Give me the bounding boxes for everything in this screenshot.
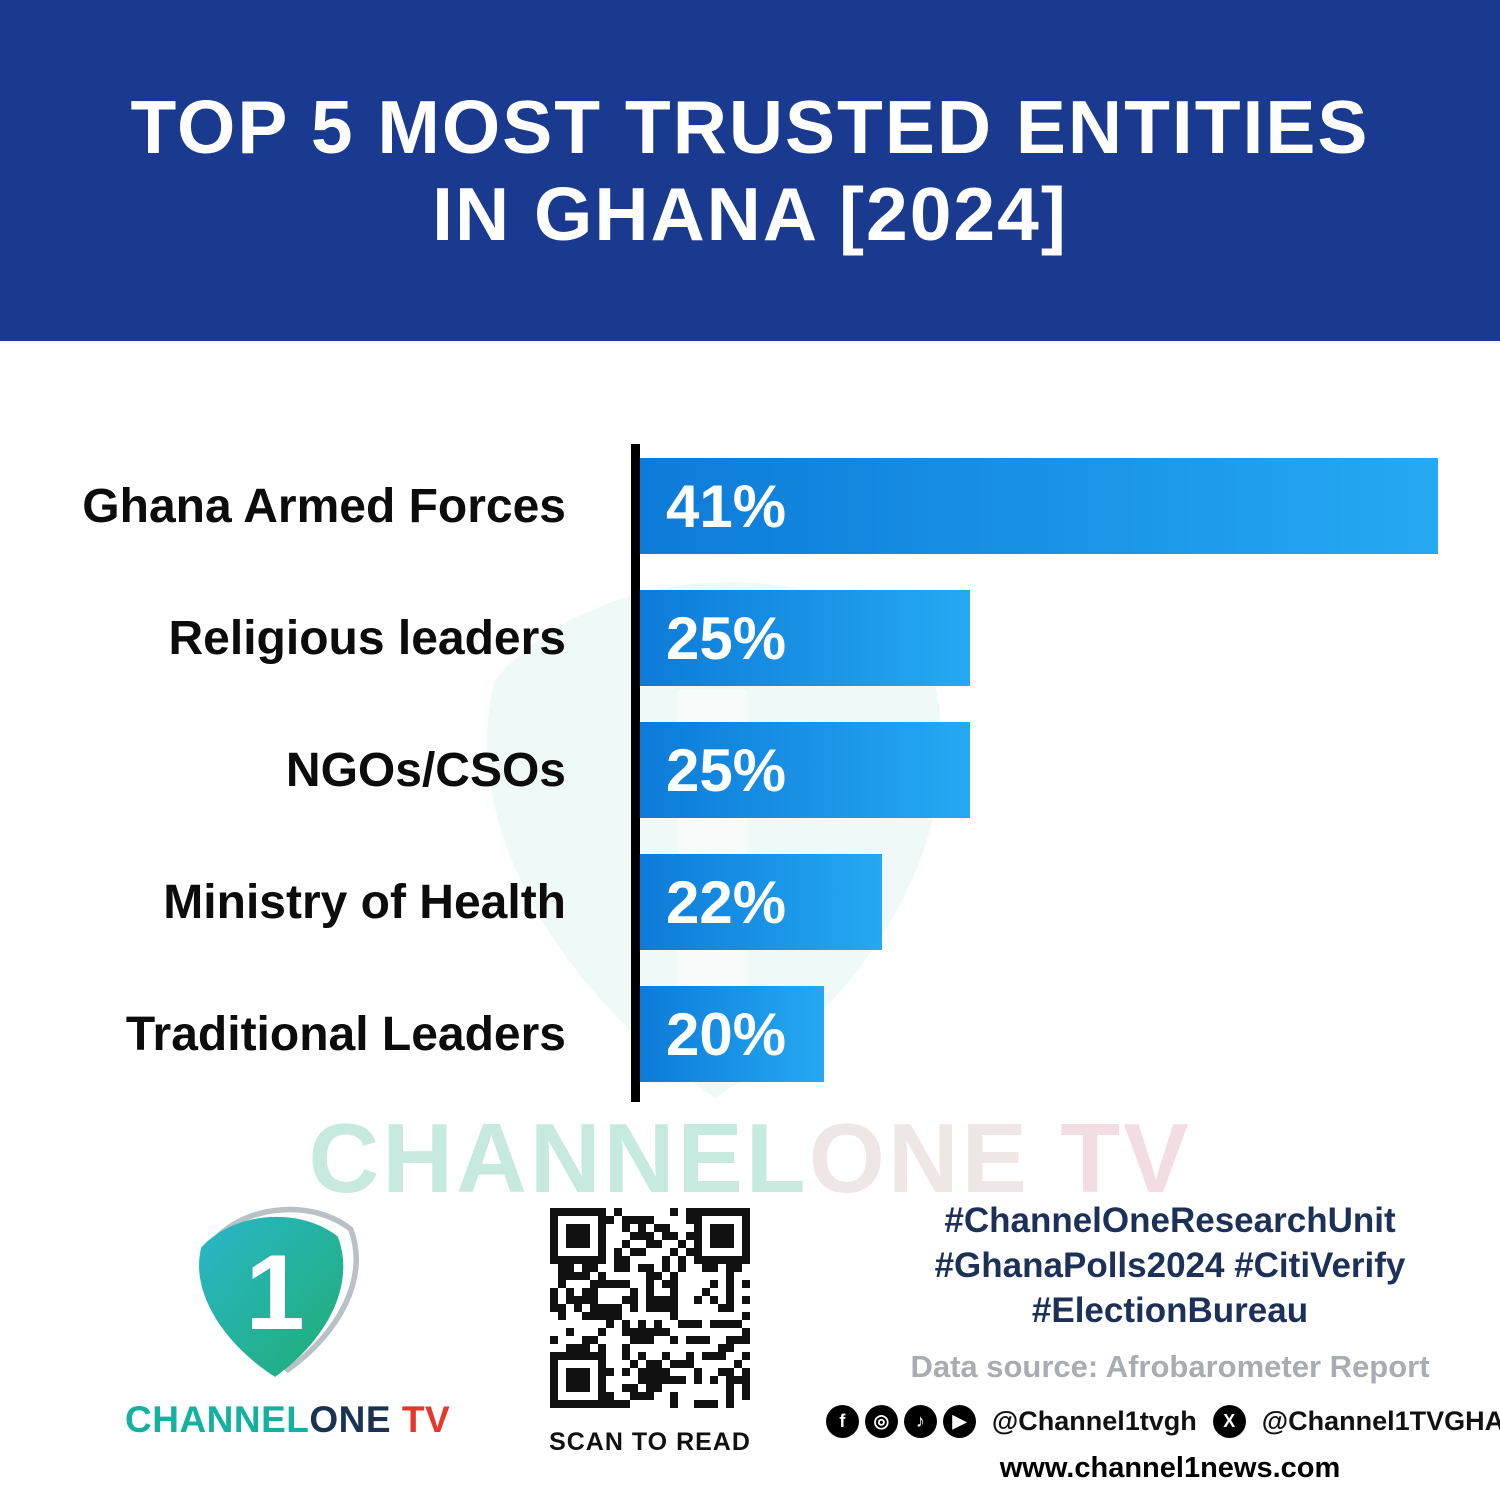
logo-word-tv: TV — [391, 1399, 451, 1440]
logo-word-one: ONE — [309, 1399, 392, 1440]
channel-one-logo-mark: 1 — [199, 1206, 359, 1377]
trust-bar-chart: Ghana Armed Forces 41% Religious leaders… — [0, 444, 1500, 1118]
bar-ngos-csos: 25% — [640, 722, 971, 818]
hashtag-line1: #ChannelOneResearchUnit — [944, 1201, 1396, 1240]
category-label: NGOs/CSOs — [285, 743, 566, 797]
website-url: www.channel1news.com — [999, 1452, 1341, 1484]
bar-track: 20% — [640, 986, 1438, 1082]
hashtag-line2: #GhanaPolls2024 #CitiVerify — [934, 1246, 1406, 1285]
category-label: Religious leaders — [168, 611, 566, 665]
watermark-part1: CHANNEL — [308, 1103, 809, 1213]
logo-word-channel: CHANNEL — [125, 1399, 310, 1440]
logo-numeral: 1 — [245, 1232, 305, 1352]
page-title-line2: IN GHANA [2024] — [432, 171, 1068, 256]
bar-row: Ghana Armed Forces 41% — [0, 458, 1500, 554]
value-label: 41% — [666, 472, 787, 540]
bar-track: 22% — [640, 854, 1438, 950]
bar-track: 25% — [640, 590, 1438, 686]
bar-traditional-leaders: 20% — [640, 986, 825, 1082]
social-row: f ◎ ♪ ▶ @Channel1tvgh X @Channel1TVGHA — [825, 1405, 1500, 1438]
category-label: Ministry of Health — [163, 875, 566, 929]
social-handle-x: @Channel1TVGHA — [1261, 1406, 1500, 1436]
channel-watermark-text: CHANNELONE TV — [0, 1102, 1500, 1215]
bar-track: 25% — [640, 722, 1438, 818]
hashtag-line3: #ElectionBureau — [1031, 1291, 1309, 1330]
bar-ministry-of-health: 22% — [640, 854, 882, 950]
bar-row: Religious leaders 25% — [0, 590, 1500, 686]
value-label: 20% — [666, 1000, 787, 1068]
header-banner: TOP 5 MOST TRUSTED ENTITIES IN GHANA [20… — [0, 0, 1500, 341]
data-source: Data source: Afrobarometer Report — [910, 1349, 1430, 1384]
watermark-part3: TV — [1030, 1103, 1192, 1213]
bar-religious-leaders: 25% — [640, 590, 971, 686]
bar-track: 41% — [640, 458, 1438, 554]
instagram-icon: ◎ — [864, 1405, 898, 1438]
social-handle-main: @Channel1tvgh — [991, 1406, 1197, 1436]
watermark-part2: ONE — [808, 1103, 1030, 1213]
bar-row: Traditional Leaders 20% — [0, 986, 1500, 1082]
channel-one-logo: 1 CHANNELONE TV — [125, 1192, 450, 1441]
page-title-line1: TOP 5 MOST TRUSTED ENTITIES — [130, 84, 1370, 169]
logo-wordmark: CHANNELONE TV — [125, 1399, 450, 1441]
category-label: Traditional Leaders — [125, 1007, 566, 1061]
bar-ghana-armed-forces: 41% — [640, 458, 1438, 554]
qr-block: SCAN TO READ — [538, 1200, 762, 1457]
qr-code — [542, 1200, 758, 1416]
chart-axis-line — [631, 444, 640, 1102]
facebook-icon: f — [825, 1405, 859, 1438]
value-label: 25% — [666, 604, 787, 672]
x-icon: X — [1212, 1405, 1246, 1438]
category-label: Ghana Armed Forces — [82, 479, 566, 533]
value-label: 25% — [666, 736, 787, 804]
value-label: 22% — [666, 868, 787, 936]
bar-row: Ministry of Health 22% — [0, 854, 1500, 950]
youtube-icon: ▶ — [942, 1405, 976, 1438]
qr-caption: SCAN TO READ — [549, 1428, 751, 1456]
footer-info: #ChannelOneResearchUnit #GhanaPolls2024 … — [825, 1198, 1500, 1485]
tiktok-icon: ♪ — [903, 1405, 937, 1438]
bar-row: NGOs/CSOs 25% — [0, 722, 1500, 818]
